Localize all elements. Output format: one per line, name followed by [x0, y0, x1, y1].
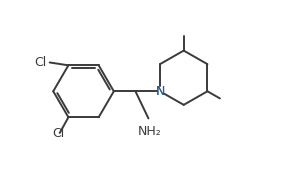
Text: NH₂: NH₂	[138, 125, 162, 138]
Text: N: N	[155, 85, 165, 98]
Text: Cl: Cl	[34, 56, 46, 69]
Text: N: N	[155, 85, 165, 98]
Text: Cl: Cl	[52, 127, 64, 140]
